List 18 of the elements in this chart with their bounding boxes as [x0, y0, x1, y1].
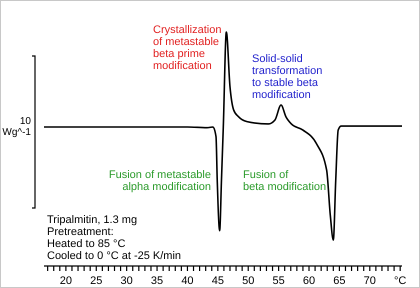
annotation: Fusion of beta modification [243, 169, 326, 193]
x-tick-label: 45 [212, 274, 224, 287]
x-tick-label: 20 [60, 274, 72, 287]
annotation: Tripalmitin, 1.3 mg Pretreatment: Heated to 85 °C Cooled to 0 °C at -25 K/min [47, 214, 182, 262]
annotation: Solid-solid transformation to stable beta modification [252, 53, 322, 101]
x-tick-label: 25 [90, 274, 102, 287]
x-tick-label: 35 [150, 274, 164, 287]
y-axis-title: 10 Wg^-1 [2, 116, 32, 138]
x-tick-label: 60 [302, 274, 316, 287]
x-tick-label: 65 [333, 274, 346, 287]
x-tick-label: 50 [242, 274, 254, 287]
annotation: Fusion of metastable alpha modification [108, 169, 211, 193]
x-tick-label: °C [394, 274, 406, 287]
x-tick-label: 40 [181, 274, 194, 287]
annotation: Crystallization of metastable beta prime modification [153, 24, 222, 72]
x-tick-label: 70 [364, 274, 376, 287]
x-tick-label: 30 [120, 274, 133, 287]
x-tick-label: 55 [272, 274, 285, 287]
